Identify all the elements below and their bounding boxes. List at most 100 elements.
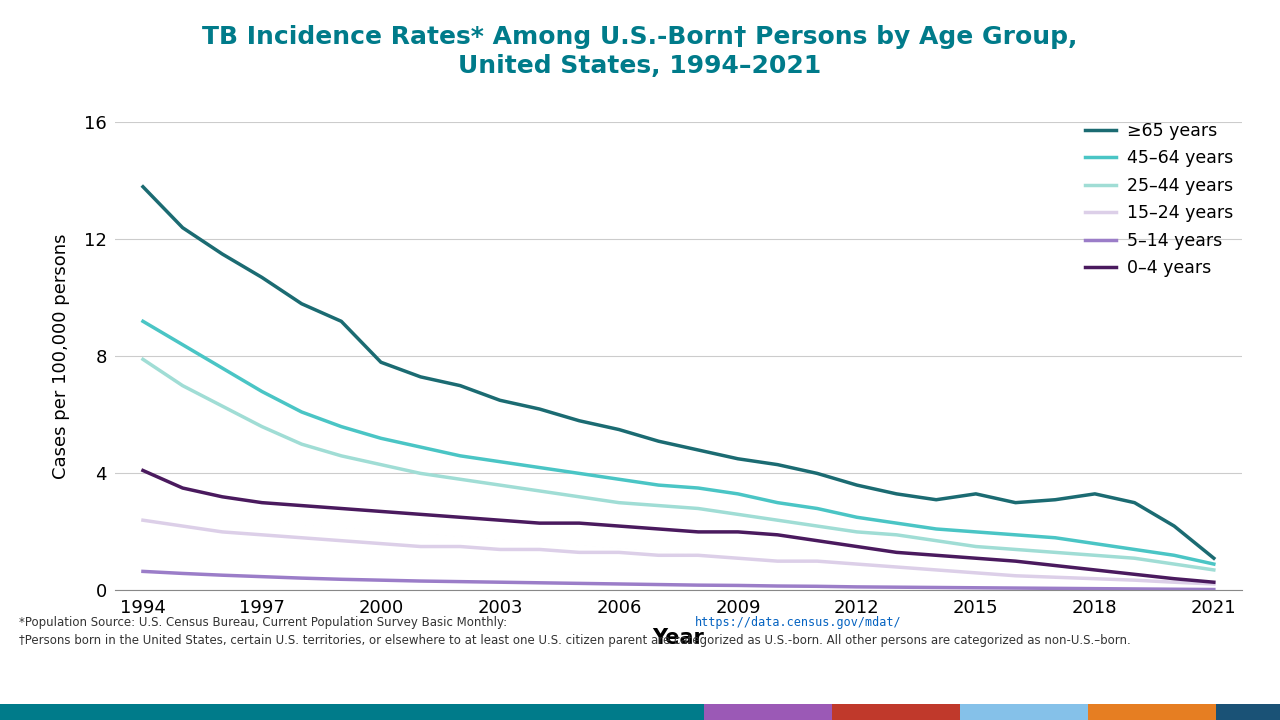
≥65 years xyxy=(690,446,705,454)
Line: 5–14 years: 5–14 years xyxy=(143,572,1213,590)
45–64 years xyxy=(294,408,310,416)
Line: ≥65 years: ≥65 years xyxy=(143,186,1213,558)
5–14 years xyxy=(612,580,627,588)
0–4 years xyxy=(215,492,230,501)
25–44 years xyxy=(652,501,667,510)
15–24 years xyxy=(690,551,705,559)
15–24 years xyxy=(1126,576,1142,585)
Text: †Persons born in the United States, certain U.S. territories, or elsewhere to at: †Persons born in the United States, cert… xyxy=(19,634,1132,647)
15–24 years xyxy=(334,536,349,545)
25–44 years xyxy=(690,504,705,513)
0–4 years xyxy=(730,528,745,536)
0–4 years xyxy=(1126,570,1142,579)
0–4 years xyxy=(1087,566,1102,575)
45–64 years xyxy=(968,528,983,536)
0–4 years xyxy=(1047,561,1062,570)
0–4 years xyxy=(690,528,705,536)
25–44 years xyxy=(809,522,824,531)
≥65 years xyxy=(1007,498,1023,507)
15–24 years xyxy=(928,566,943,575)
45–64 years xyxy=(136,317,151,325)
45–64 years xyxy=(652,481,667,490)
45–64 years xyxy=(453,451,468,460)
45–64 years xyxy=(1206,559,1221,568)
25–44 years xyxy=(572,492,588,501)
≥65 years xyxy=(809,469,824,478)
5–14 years xyxy=(572,579,588,588)
25–44 years xyxy=(374,460,389,469)
5–14 years xyxy=(849,582,864,591)
25–44 years xyxy=(730,510,745,518)
5–14 years xyxy=(1007,584,1023,593)
5–14 years xyxy=(136,567,151,576)
≥65 years xyxy=(374,358,389,366)
X-axis label: Year: Year xyxy=(653,628,704,648)
5–14 years xyxy=(493,578,508,587)
5–14 years xyxy=(1206,585,1221,594)
5–14 years xyxy=(652,580,667,589)
0–4 years xyxy=(1206,578,1221,587)
25–44 years xyxy=(1007,545,1023,554)
45–64 years xyxy=(1007,531,1023,539)
≥65 years xyxy=(413,372,429,381)
25–44 years xyxy=(215,402,230,410)
45–64 years xyxy=(493,457,508,466)
15–24 years xyxy=(493,545,508,554)
0–4 years xyxy=(374,507,389,516)
5–14 years xyxy=(1047,584,1062,593)
≥65 years xyxy=(1206,554,1221,562)
5–14 years xyxy=(928,583,943,592)
25–44 years xyxy=(612,498,627,507)
≥65 years xyxy=(1126,498,1142,507)
≥65 years xyxy=(255,273,270,282)
Text: https://data.census.gov/mdat/: https://data.census.gov/mdat/ xyxy=(695,616,901,629)
25–44 years xyxy=(334,451,349,460)
0–4 years xyxy=(652,525,667,534)
15–24 years xyxy=(175,522,191,531)
25–44 years xyxy=(849,528,864,536)
45–64 years xyxy=(215,364,230,372)
15–24 years xyxy=(1007,572,1023,580)
≥65 years xyxy=(572,416,588,425)
25–44 years xyxy=(136,355,151,364)
5–14 years xyxy=(888,583,904,592)
≥65 years xyxy=(928,495,943,504)
≥65 years xyxy=(1047,495,1062,504)
≥65 years xyxy=(730,454,745,463)
≥65 years xyxy=(612,426,627,434)
15–24 years xyxy=(572,548,588,557)
≥65 years xyxy=(294,300,310,308)
Text: TB Incidence Rates* Among U.S.-Born† Persons by Age Group,: TB Incidence Rates* Among U.S.-Born† Per… xyxy=(202,25,1078,49)
5–14 years xyxy=(255,572,270,581)
0–4 years xyxy=(572,519,588,528)
≥65 years xyxy=(175,223,191,232)
5–14 years xyxy=(1166,585,1181,593)
25–44 years xyxy=(1126,554,1142,562)
45–64 years xyxy=(612,475,627,484)
25–44 years xyxy=(769,516,785,524)
25–44 years xyxy=(453,475,468,484)
45–64 years xyxy=(334,422,349,431)
0–4 years xyxy=(968,554,983,562)
15–24 years xyxy=(1166,578,1181,587)
45–64 years xyxy=(690,484,705,492)
25–44 years xyxy=(888,531,904,539)
0–4 years xyxy=(175,484,191,492)
25–44 years xyxy=(1206,566,1221,575)
Line: 45–64 years: 45–64 years xyxy=(143,321,1213,564)
≥65 years xyxy=(849,481,864,490)
15–24 years xyxy=(769,557,785,565)
5–14 years xyxy=(532,578,548,587)
15–24 years xyxy=(294,534,310,542)
5–14 years xyxy=(215,571,230,580)
45–64 years xyxy=(532,463,548,472)
0–4 years xyxy=(888,548,904,557)
25–44 years xyxy=(928,536,943,545)
≥65 years xyxy=(888,490,904,498)
≥65 years xyxy=(1166,522,1181,531)
45–64 years xyxy=(888,519,904,528)
5–14 years xyxy=(690,581,705,590)
Text: *Population Source: U.S. Census Bureau, Current Population Survey Basic Monthly:: *Population Source: U.S. Census Bureau, … xyxy=(19,616,511,629)
25–44 years xyxy=(413,469,429,478)
25–44 years xyxy=(493,481,508,490)
